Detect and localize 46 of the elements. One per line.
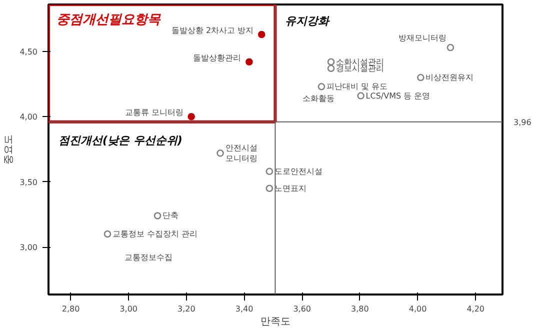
point	[258, 30, 266, 38]
point	[327, 64, 335, 72]
y-tick-label: 4,00	[20, 112, 38, 122]
annotation: 안전시설 모니터링	[225, 143, 258, 164]
annotation: 중점개선필요항목	[56, 12, 162, 28]
point	[417, 74, 424, 82]
x-tick-label: 3,40	[235, 304, 254, 314]
annotation: 유지강화	[285, 14, 330, 28]
annotation: 피난대비 및 유도	[326, 82, 388, 92]
y-tick-label: 3,00	[20, 243, 38, 252]
x-tick-label: 2,80	[62, 304, 80, 314]
point	[216, 150, 224, 157]
point	[318, 83, 326, 90]
annotation: 교통정보 수집장치 관리	[112, 229, 198, 238]
point	[104, 230, 112, 238]
x-tick-label: 4,00	[408, 304, 427, 314]
x-tick-label: 3,00	[120, 304, 138, 314]
x-tick-label: 3,60	[293, 304, 312, 314]
annotation: 점진개선(낮은 우선순위)	[58, 134, 182, 147]
point	[327, 58, 335, 66]
x-axis-title: 만족도	[260, 316, 290, 328]
annotation: 소화활동	[302, 94, 334, 103]
x-tick-label: 4,20	[466, 304, 485, 314]
point	[266, 168, 274, 176]
point	[246, 58, 253, 66]
point	[266, 184, 274, 192]
y-tick-label: 3,50	[20, 178, 38, 187]
annotation: 교통류 모니터링	[124, 108, 184, 118]
annotation: 비상전원유지	[426, 73, 474, 82]
point	[446, 44, 454, 52]
ref-line-label: 3,96	[514, 118, 532, 127]
annotation: 돌발상황 2차사고 방지	[171, 26, 254, 35]
y-axis-title: 중요도	[4, 134, 15, 164]
annotation: 소화시설관리	[336, 57, 384, 66]
x-tick-label: 3,80	[351, 304, 369, 314]
annotation: 경보시설관리	[336, 64, 384, 73]
point	[154, 212, 162, 220]
annotation: 단축	[162, 211, 179, 220]
point	[188, 112, 195, 120]
annotation: 교통정보수집	[124, 253, 172, 262]
point	[357, 92, 364, 100]
annotation: 방재모니터링	[398, 34, 446, 43]
x-tick-label: 3,20	[178, 304, 196, 314]
annotation: LCS/VMS 등 운영	[366, 91, 430, 100]
annotation: 돌발상황관리	[193, 53, 242, 62]
y-tick-label: 4,50	[20, 47, 38, 56]
